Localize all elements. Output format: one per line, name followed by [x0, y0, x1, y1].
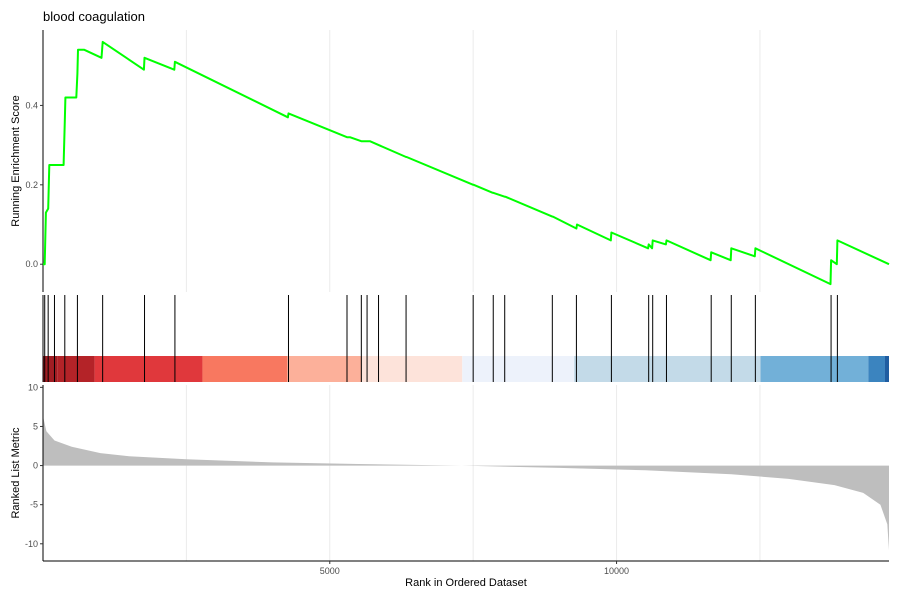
color-band-segment	[760, 356, 869, 382]
color-band-segment	[884, 356, 889, 382]
ranked-metric-panel: -10 -5 0 5 10 5000 10000	[25, 382, 889, 576]
color-band-segment	[202, 356, 288, 382]
color-band-segment	[287, 356, 362, 382]
y-tick-label: 0	[33, 461, 38, 471]
color-band-segment	[462, 356, 575, 382]
y-tick-label: -5	[30, 500, 38, 510]
x-tick-label: 5000	[320, 566, 340, 576]
running-score-panel: 0.0 0.2 0.4	[25, 30, 890, 292]
color-band-segment	[574, 356, 761, 382]
y-tick-label: 5	[33, 421, 38, 431]
y-tick-label: -10	[25, 539, 38, 549]
ranked-metric-area	[43, 416, 889, 550]
y-tick-label: 10	[28, 382, 38, 392]
color-band-segment	[57, 356, 95, 382]
color-band-segment	[43, 356, 58, 382]
color-band-segment	[361, 356, 463, 382]
color-band-segment	[94, 356, 203, 382]
running-score-line	[43, 40, 890, 286]
chart-title: blood coagulation	[43, 9, 145, 24]
x-axis-label: Rank in Ordered Dataset	[405, 577, 527, 589]
gene-hit-panel	[42, 295, 889, 382]
running-score-ylabel: Running Enrichment Score	[10, 95, 22, 226]
ranked-metric-ylabel: Ranked List Metric	[10, 427, 22, 519]
y-tick-label: 0.0	[25, 259, 38, 269]
y-tick-label: 0.4	[25, 100, 38, 110]
y-tick-label: 0.2	[25, 180, 38, 190]
x-tick-label: 10000	[604, 566, 629, 576]
color-band-segment	[868, 356, 885, 382]
